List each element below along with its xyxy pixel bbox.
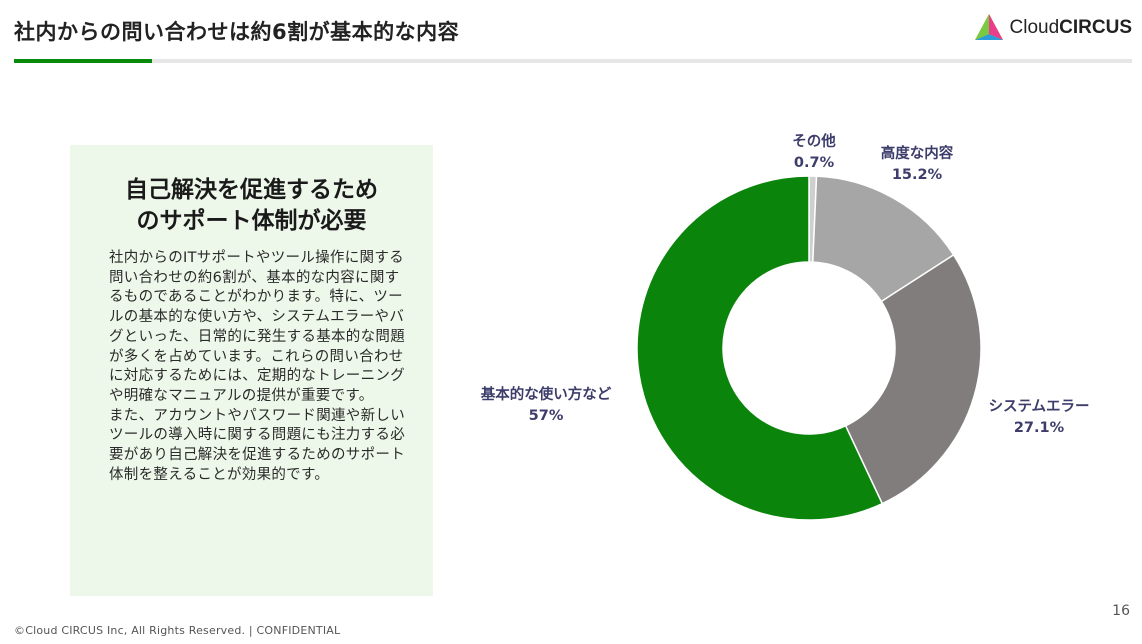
slice-label-name-1: 高度な内容 (881, 144, 954, 162)
panel-heading-line2: のサポート体制が必要 (136, 208, 367, 234)
title-underline (14, 59, 1132, 63)
panel-body-paragraph-1: 社内からのITサポートやツール操作に関する問い合わせの約6割が、基本的な内容に関… (109, 250, 405, 404)
slice-label-value-1: 15.2% (892, 167, 943, 183)
panel-heading-line1: 自己解決を促進するため (125, 177, 378, 203)
donut-slice-1 (811, 175, 955, 303)
panel-body-paragraph-2: また、アカウントやパスワード関連や新しいツールの導入時に関する問題にも注力する必… (109, 407, 405, 483)
slice-label-name-2: システムエラー (988, 399, 1089, 415)
footer-copyright: ©Cloud CIRCUS Inc, All Rights Reserved. … (14, 624, 341, 637)
slice-label-name-3: 基本的な使い方など (480, 385, 612, 403)
summary-panel: 自己解決を促進するため のサポート体制が必要 社内からのITサポートやツール操作… (70, 145, 433, 596)
panel-body: 社内からのITサポートやツール操作に関する問い合わせの約6割が、基本的な内容に関… (109, 249, 409, 485)
donut-chart: その他 0.7% 高度な内容 15.2% システムエラー 27.1% 基本的な使い方など 57… (480, 132, 1090, 521)
slice-label-value-2: 27.1% (1014, 420, 1065, 436)
page-number: 16 (1112, 603, 1130, 619)
slice-label-value-0: 0.7% (794, 155, 835, 171)
panel-heading: 自己解決を促進するため のサポート体制が必要 (70, 175, 433, 237)
donut-slice-3 (636, 175, 884, 521)
slide-title: 社内からの問い合わせは約6割が基本的な内容 (14, 20, 460, 44)
cloudcircus-logo: Cloud CIRCUS (972, 12, 1132, 44)
logo-text-circus: CIRCUS (1059, 17, 1132, 38)
slice-label-value-3: 57% (529, 408, 564, 424)
logo-text-cloud: Cloud (1009, 17, 1060, 38)
donut-slice-2 (844, 253, 982, 505)
title-underline-accent (14, 59, 152, 63)
cloudcircus-logo-icon (974, 14, 1003, 40)
slice-label-name-0: その他 (792, 132, 836, 150)
